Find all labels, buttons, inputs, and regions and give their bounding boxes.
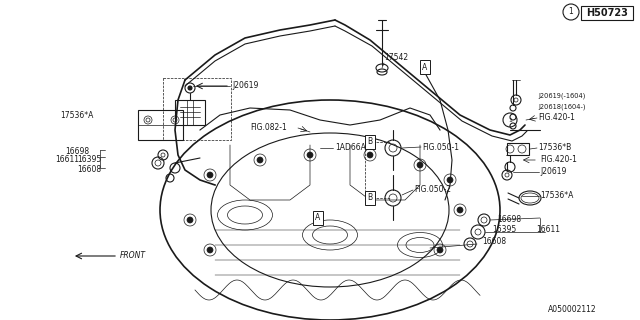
- Bar: [175, 100, 205, 125]
- Text: A050002112: A050002112: [548, 306, 596, 315]
- Bar: [507, 143, 529, 155]
- Circle shape: [207, 172, 213, 178]
- Text: B: B: [367, 194, 372, 203]
- Text: 16608: 16608: [77, 164, 101, 173]
- Text: 16698: 16698: [497, 214, 521, 223]
- Text: 16698: 16698: [65, 148, 89, 156]
- Text: B: B: [367, 138, 372, 147]
- Circle shape: [417, 162, 423, 168]
- Text: 17536*A: 17536*A: [540, 191, 573, 201]
- Circle shape: [257, 157, 263, 163]
- Circle shape: [188, 86, 192, 90]
- Circle shape: [447, 177, 453, 183]
- Text: 16395: 16395: [77, 155, 101, 164]
- Text: H50723: H50723: [586, 8, 628, 18]
- Text: 1: 1: [508, 117, 512, 123]
- Circle shape: [457, 207, 463, 213]
- Text: J20619: J20619: [540, 167, 566, 177]
- Text: 17536*A: 17536*A: [60, 111, 93, 121]
- Text: FIG.050-1: FIG.050-1: [422, 142, 459, 151]
- Text: FIG.420-1: FIG.420-1: [538, 114, 575, 123]
- Text: A: A: [422, 62, 428, 71]
- Text: FIG.420-1: FIG.420-1: [540, 156, 577, 164]
- Text: 17536*B: 17536*B: [538, 143, 572, 153]
- Text: FIG.082-1: FIG.082-1: [250, 124, 287, 132]
- Text: J20619: J20619: [232, 82, 259, 91]
- Text: 16395: 16395: [492, 225, 516, 234]
- Text: J20619(-1604): J20619(-1604): [538, 93, 586, 99]
- Bar: [163, 78, 231, 140]
- Bar: [581, 6, 633, 20]
- Bar: [138, 110, 183, 140]
- Text: FRONT: FRONT: [120, 252, 146, 260]
- Text: A: A: [316, 213, 321, 222]
- Text: FIG.050-2: FIG.050-2: [414, 186, 451, 195]
- Text: 1AD66A: 1AD66A: [335, 143, 366, 153]
- Text: 1: 1: [568, 7, 573, 17]
- Circle shape: [187, 217, 193, 223]
- Text: 16608: 16608: [482, 236, 506, 245]
- Circle shape: [437, 247, 443, 253]
- Text: 16611: 16611: [55, 155, 79, 164]
- Circle shape: [367, 152, 373, 158]
- Text: 17542: 17542: [384, 53, 408, 62]
- Circle shape: [307, 152, 313, 158]
- Text: 16611: 16611: [536, 225, 560, 234]
- Text: J20618(1604-): J20618(1604-): [538, 104, 586, 110]
- Circle shape: [207, 247, 213, 253]
